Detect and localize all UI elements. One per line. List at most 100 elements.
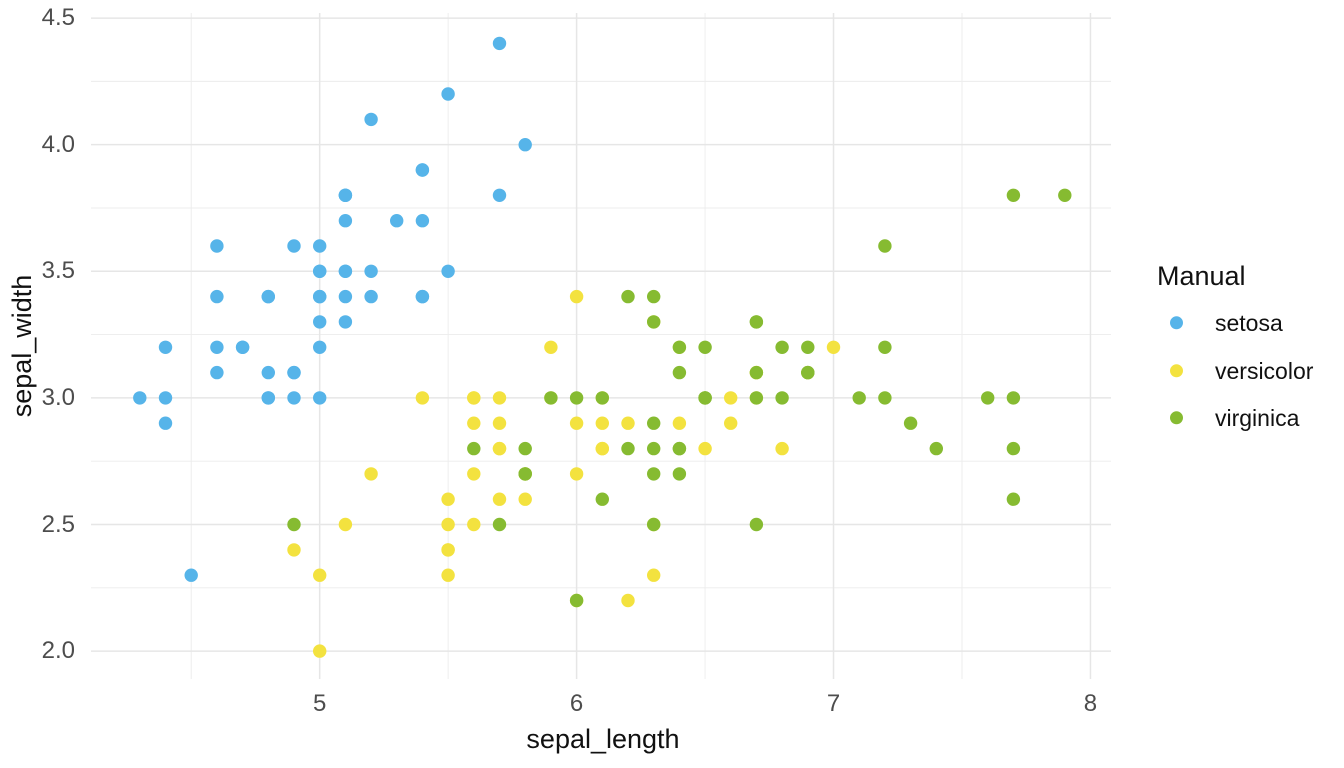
data-point [313, 264, 327, 278]
data-point [415, 289, 430, 304]
data-point [878, 239, 892, 253]
data-point [775, 340, 789, 354]
data-point [467, 416, 481, 430]
x-tick-label: 8 [1083, 690, 1098, 717]
legend-entry-label: versicolor [1215, 357, 1314, 384]
legend-entry-label: virginica [1215, 405, 1300, 431]
data-point [261, 289, 275, 304]
data-point [492, 416, 507, 430]
data-point [621, 593, 635, 608]
data-point [698, 391, 712, 405]
grid-major [91, 13, 1111, 679]
x-tick-label: 6 [569, 690, 584, 717]
data-point [313, 289, 327, 304]
data-point [158, 340, 173, 354]
data-point [1058, 188, 1072, 202]
data-point [441, 543, 455, 557]
data-point [338, 315, 353, 329]
data-point [621, 289, 635, 304]
data-point [210, 365, 224, 380]
data-point [492, 188, 507, 202]
data-point [364, 289, 378, 304]
data-point [724, 391, 738, 405]
data-point [749, 517, 764, 532]
data-point [467, 441, 481, 456]
data-point [313, 340, 327, 354]
data-point [364, 264, 378, 278]
data-point [621, 441, 635, 456]
data-point [287, 239, 301, 253]
data-point [364, 112, 378, 127]
data-point [672, 441, 687, 456]
data-point [492, 517, 507, 532]
data-point [441, 517, 455, 532]
data-point [903, 416, 918, 430]
data-point [595, 391, 609, 405]
x-axis-title: sepal_length [526, 724, 680, 754]
data-point [749, 365, 764, 380]
data-point [544, 391, 558, 405]
data-point [492, 492, 507, 506]
y-tick-label: 3.0 [41, 383, 75, 411]
data-point [261, 391, 275, 405]
y-tick-label: 2.5 [41, 510, 75, 538]
data-point [801, 340, 815, 354]
x-tick-label: 5 [312, 690, 327, 717]
data-point [569, 289, 584, 304]
data-point [569, 467, 584, 481]
data-point [749, 391, 764, 405]
data-point [621, 416, 635, 430]
data-point [544, 340, 558, 354]
data-point [313, 239, 327, 253]
data-point [647, 416, 661, 430]
data-point [338, 214, 353, 228]
data-point [595, 492, 609, 506]
data-point [647, 568, 661, 582]
data-point [878, 340, 892, 354]
data-point [672, 416, 687, 430]
data-point [210, 340, 224, 354]
data-point [1006, 188, 1021, 202]
data-point [235, 340, 250, 354]
data-point [647, 315, 661, 329]
points-setosa [133, 36, 532, 582]
data-point [492, 391, 507, 405]
data-point [672, 340, 687, 354]
data-point [287, 391, 301, 405]
legend-entry-setosa: setosa [1157, 311, 1337, 335]
data-point [441, 492, 455, 506]
data-point [158, 391, 173, 405]
data-point [1006, 391, 1021, 405]
data-point [467, 391, 481, 405]
data-point [467, 467, 481, 481]
data-point [184, 568, 198, 582]
y-tick-label: 2.0 [41, 637, 75, 665]
legend-key-dot [1170, 316, 1184, 330]
data-point [313, 644, 327, 658]
data-point [338, 289, 353, 304]
data-point [390, 214, 404, 228]
data-point [518, 138, 532, 152]
data-point [518, 441, 532, 456]
data-point [338, 188, 353, 202]
data-point [569, 416, 584, 430]
data-point [569, 593, 584, 608]
y-tick-label: 4.5 [41, 4, 75, 32]
data-point [1006, 441, 1021, 456]
legend-key-dot [1170, 411, 1184, 425]
legend: Manual setosa versicolor virginica [1157, 259, 1337, 439]
data-point [826, 340, 841, 354]
data-point [775, 391, 789, 405]
data-point [338, 517, 353, 532]
data-point [210, 289, 224, 304]
data-point [672, 365, 687, 380]
points-versicolor [287, 289, 841, 658]
data-point [518, 492, 532, 506]
data-point [313, 391, 327, 405]
data-point [467, 517, 481, 532]
data-point [210, 239, 224, 253]
data-point [852, 391, 866, 405]
data-point [415, 214, 430, 228]
y-tick-label: 3.5 [41, 257, 75, 285]
